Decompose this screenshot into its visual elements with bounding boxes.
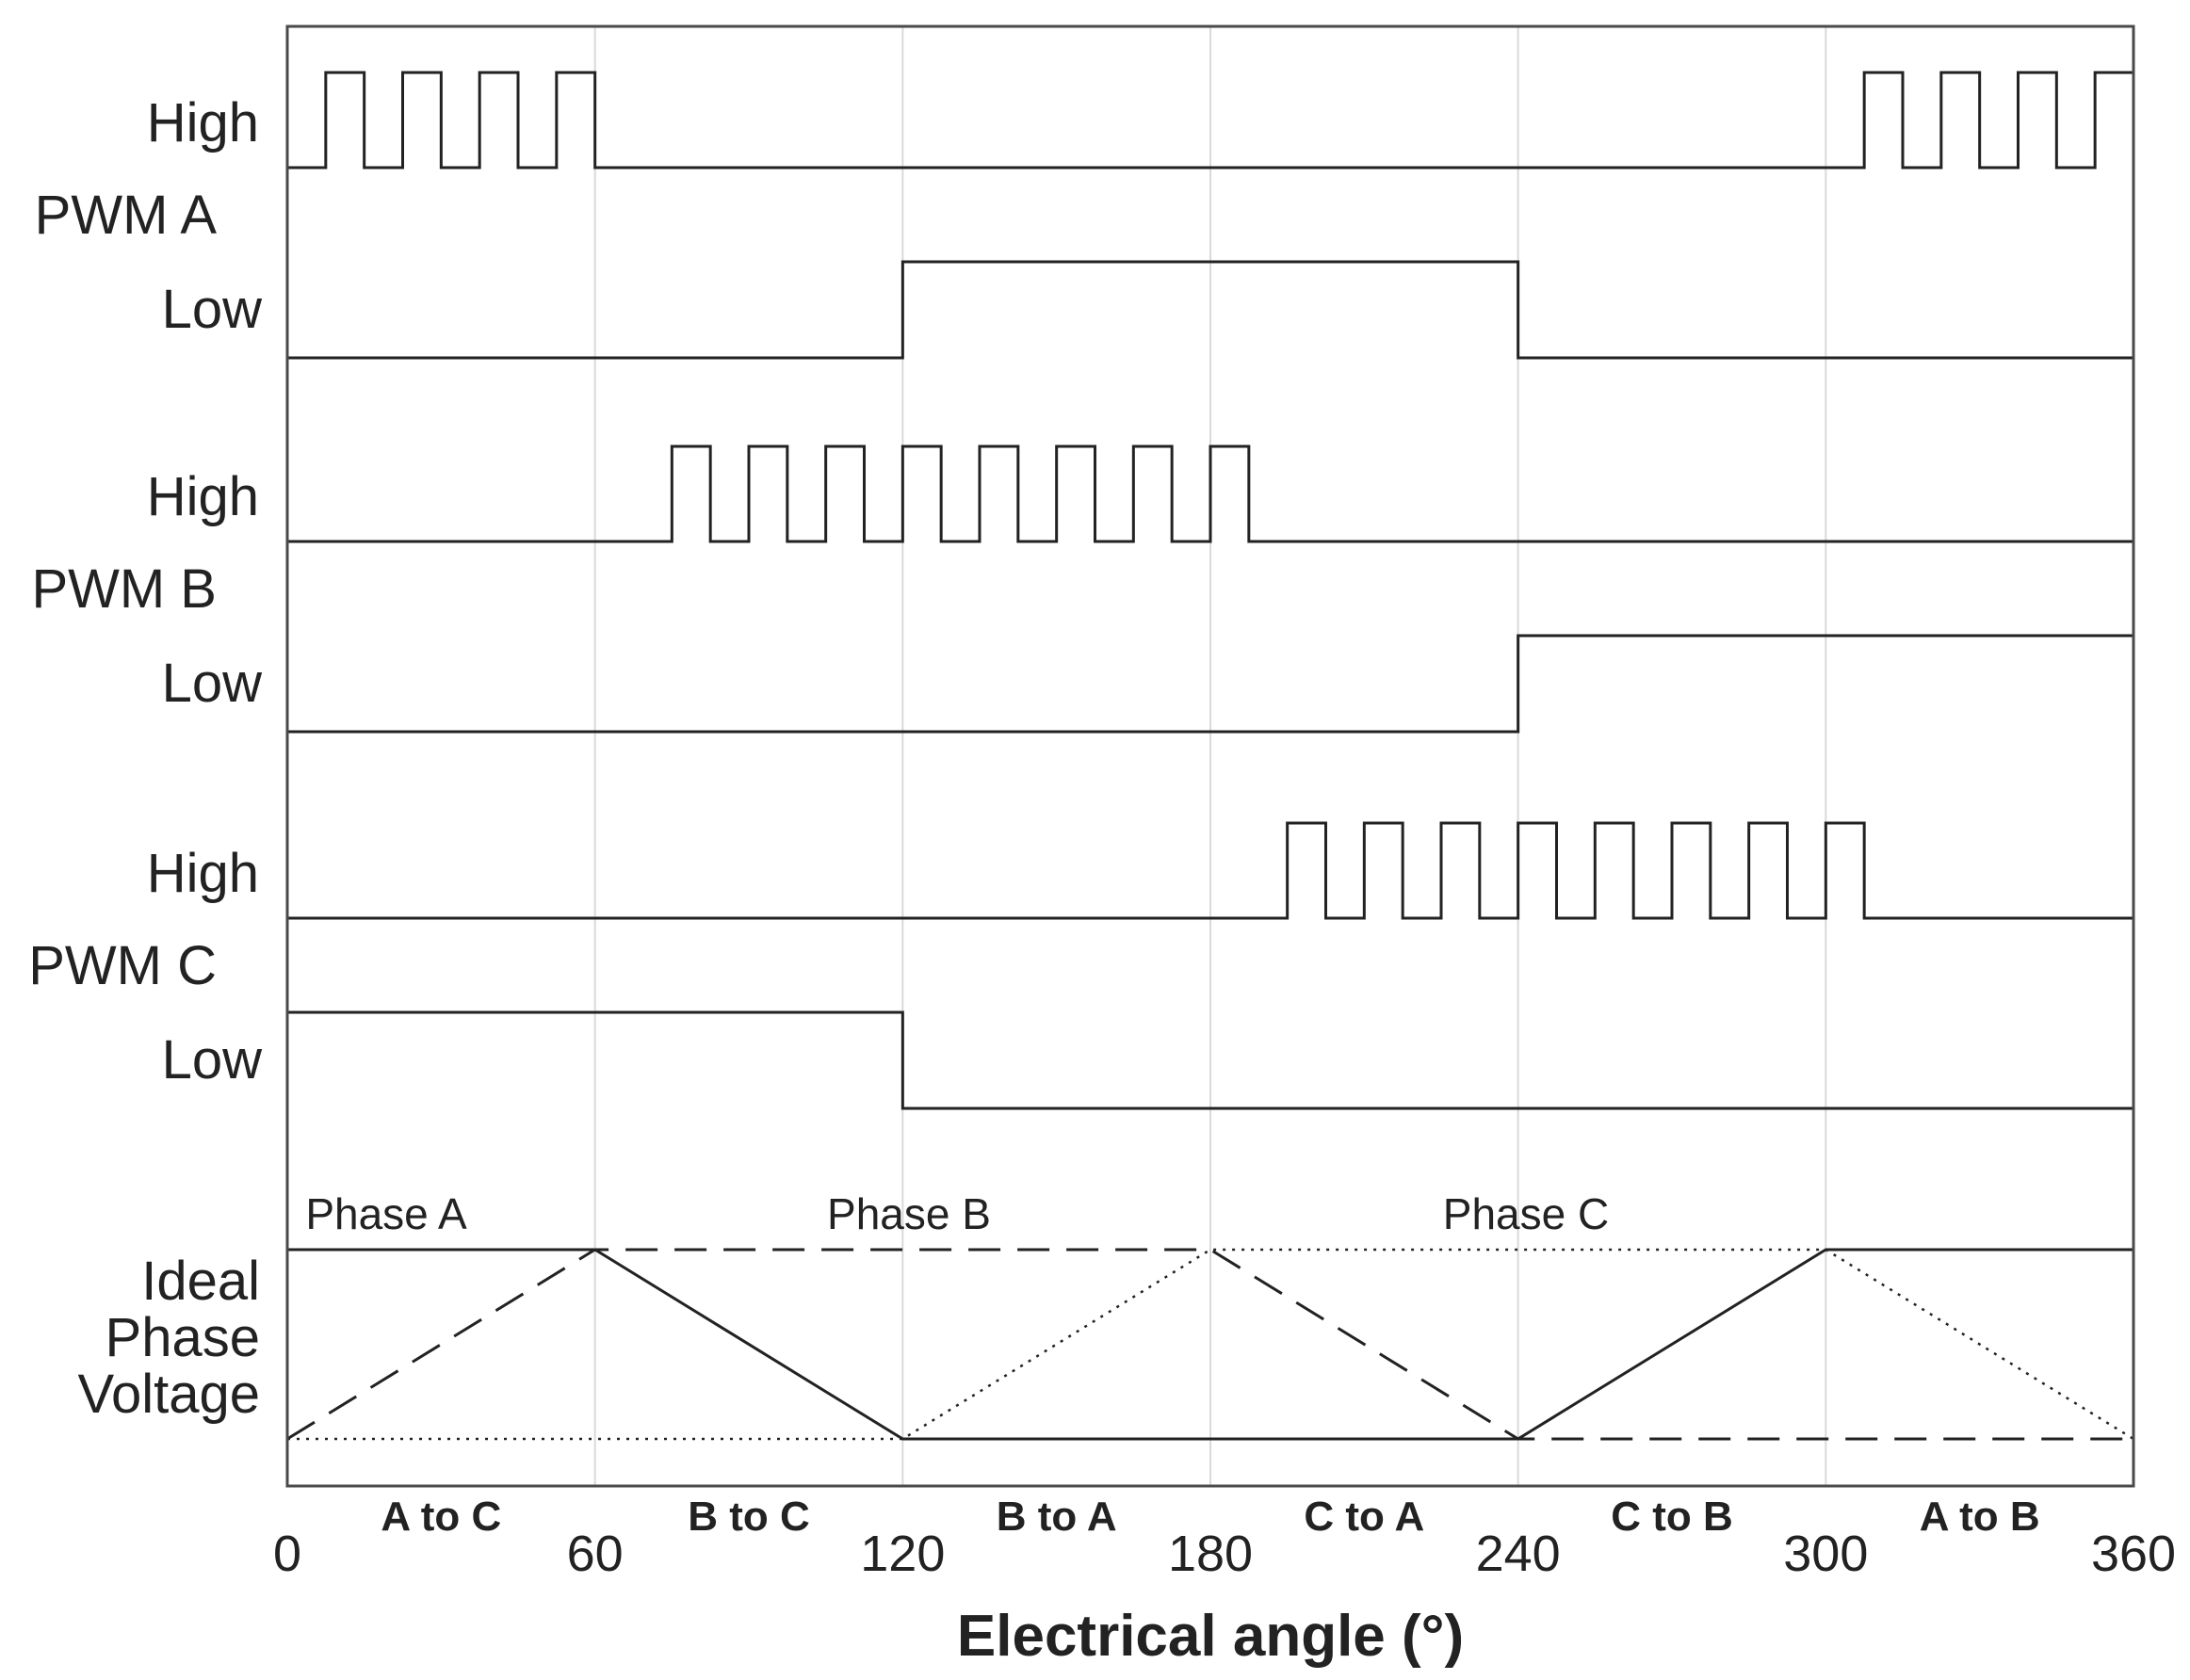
pwm-a-name: PWM A (35, 185, 218, 246)
pwm-c-low-trace (287, 1010, 2133, 1110)
diagram-labels: High PWM A Low High PWM B Low High PWM C Low Phas… (28, 92, 2176, 1669)
pwm-a-high-trace (287, 71, 2135, 170)
segment-label-a-to-c: A to C (381, 1494, 501, 1540)
tick-label-360: 360 (2091, 1526, 2176, 1582)
pwm-b-name: PWM B (31, 558, 217, 620)
pwm-b-low-trace (287, 634, 2133, 734)
phase-a-label: Phase A (305, 1189, 467, 1238)
vertical-gridlines (593, 26, 1827, 1486)
pwm-b-low-label: Low (162, 653, 264, 714)
tick-label-240: 240 (1476, 1526, 1561, 1582)
tick-label-0: 0 (273, 1526, 301, 1582)
pwm-a-high-label: High (147, 92, 259, 153)
tick-label-60: 60 (567, 1526, 624, 1582)
tick-label-300: 300 (1783, 1526, 1868, 1582)
pwm-c-name: PWM C (28, 935, 217, 996)
segment-label-c-to-b: C to B (1611, 1494, 1733, 1540)
tick-label-120: 120 (860, 1526, 945, 1582)
segment-label-c-to-a: C to A (1304, 1494, 1424, 1540)
ideal-phase-voltage-label-3: Voltage (77, 1364, 260, 1425)
pwm-b-high-trace (287, 444, 2133, 543)
pwm-traces (287, 71, 2135, 1110)
pwm-a-low-label: Low (162, 279, 264, 340)
pwm-c-high-trace (287, 821, 2133, 920)
tick-label-180: 180 (1168, 1526, 1253, 1582)
x-axis-title: Electrical angle (°) (957, 1604, 1464, 1669)
pwm-c-low-label: Low (162, 1029, 264, 1090)
phase-b-label: Phase B (827, 1189, 991, 1238)
pwm-c-high-label: High (147, 843, 259, 904)
plot-frame (285, 24, 2135, 1488)
phase-a-voltage-line (287, 1248, 2133, 1441)
segment-label-b-to-c: B to C (688, 1494, 810, 1540)
phase-b-voltage-line (286, 1248, 2133, 1441)
ideal-phase-voltage-label-2: Phase (105, 1307, 260, 1368)
pwm-a-low-trace (287, 260, 2133, 360)
ideal-phase-voltage-traces (286, 1248, 2134, 1441)
segment-label-a-to-b: A to B (1920, 1494, 2040, 1540)
ideal-phase-voltage-label-1: Ideal (141, 1251, 260, 1312)
phase-c-label: Phase C (1443, 1189, 1609, 1238)
pwm-b-high-label: High (147, 466, 259, 527)
segment-label-b-to-a: B to A (997, 1494, 1117, 1540)
